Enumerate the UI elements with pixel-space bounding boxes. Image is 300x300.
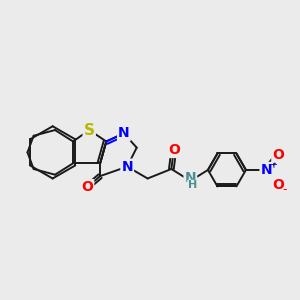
Text: H: H	[188, 180, 197, 190]
Text: O: O	[168, 143, 180, 157]
Text: S: S	[84, 123, 95, 138]
Text: -: -	[283, 183, 287, 196]
Text: N: N	[260, 163, 272, 177]
Text: O: O	[272, 178, 284, 192]
Text: +: +	[269, 160, 277, 170]
Text: N: N	[122, 160, 133, 174]
Text: N: N	[184, 171, 196, 185]
Text: N: N	[118, 126, 130, 140]
Text: O: O	[81, 180, 93, 194]
Text: O: O	[272, 148, 284, 162]
